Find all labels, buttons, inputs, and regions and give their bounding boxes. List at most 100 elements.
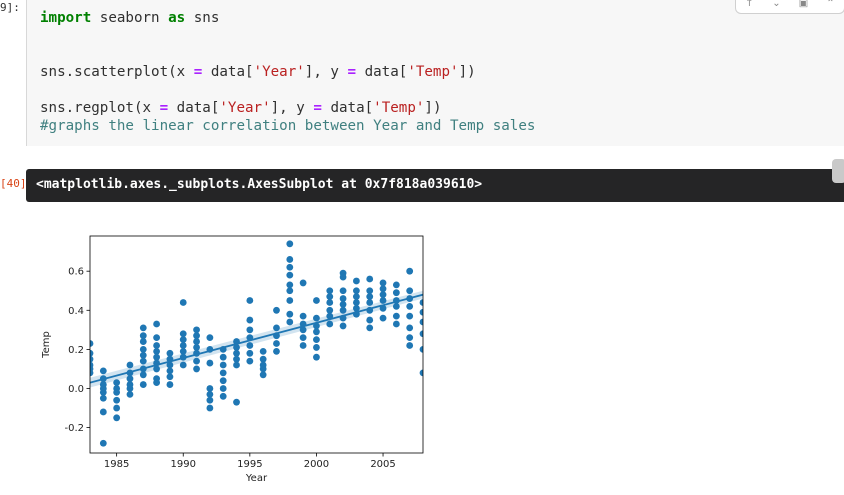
data-point	[126, 385, 134, 392]
data-point	[219, 377, 227, 385]
data-point	[353, 304, 360, 312]
data-point	[326, 299, 334, 306]
data-point	[139, 351, 147, 359]
x-tick-label: 1990	[171, 459, 196, 470]
data-point	[219, 369, 227, 377]
y-tick-label: 0.4	[68, 306, 84, 317]
y-tick-label: 0.2	[68, 345, 84, 356]
data-point	[419, 369, 423, 377]
data-point	[99, 408, 107, 416]
data-point	[273, 340, 280, 347]
data-point	[153, 320, 160, 328]
line3-s1: 'Year'	[219, 100, 271, 116]
chevron-up-icon[interactable]: ⌃	[826, 0, 835, 9]
data-point	[392, 289, 400, 297]
data-point	[99, 367, 107, 375]
data-point	[326, 320, 334, 328]
data-point	[286, 297, 294, 304]
y-tick-label: -0.2	[64, 423, 84, 434]
data-point	[113, 396, 121, 404]
data-point	[392, 320, 400, 328]
data-point	[166, 349, 174, 357]
data-point	[99, 439, 107, 447]
data-point	[193, 332, 200, 340]
data-point	[206, 385, 214, 392]
line3-c: ], y	[270, 100, 314, 116]
data-point	[139, 371, 147, 379]
data-point	[233, 398, 240, 406]
kw-import: import	[40, 10, 92, 26]
line2-c: ], y	[304, 64, 348, 80]
data-point	[126, 375, 134, 383]
data-point	[139, 332, 147, 340]
code-cell[interactable]: import seaborn as sns sns.scatterplot(x …	[26, 0, 844, 146]
data-point	[379, 304, 387, 312]
line2-eq1: =	[193, 64, 203, 80]
line3-eq2: =	[313, 100, 322, 116]
data-point	[379, 285, 387, 293]
data-point	[193, 365, 200, 373]
data-point	[90, 340, 94, 347]
data-point	[273, 347, 280, 355]
data-point	[206, 334, 214, 342]
data-point	[286, 271, 294, 279]
data-point	[419, 299, 423, 306]
data-point	[206, 396, 214, 404]
data-point	[206, 359, 214, 367]
data-point	[179, 330, 187, 338]
code-editor[interactable]: import seaborn as sns sns.scatterplot(x …	[40, 9, 535, 135]
data-point	[313, 344, 320, 351]
data-point	[313, 297, 320, 304]
data-point	[326, 306, 334, 314]
save-icon[interactable]: ▣	[798, 0, 809, 9]
data-point	[90, 349, 94, 357]
data-point	[419, 318, 423, 326]
data-point	[299, 342, 307, 349]
y-tick-label: 0.6	[68, 267, 84, 278]
plot-frame	[89, 235, 424, 454]
data-point	[313, 353, 320, 361]
scroll-handle[interactable]	[832, 159, 844, 183]
data-point	[366, 324, 374, 332]
data-point	[113, 404, 121, 412]
data-point	[353, 287, 360, 295]
arrow-down-icon[interactable]: ⌄	[772, 0, 781, 9]
x-tick-label: 2005	[370, 459, 395, 470]
line3-eq1: =	[159, 100, 169, 116]
data-point	[299, 312, 307, 320]
data-point	[286, 240, 294, 248]
data-point	[153, 353, 160, 361]
data-point	[326, 293, 334, 301]
data-point	[313, 314, 320, 322]
data-point	[339, 273, 347, 281]
x-axis-label: Year	[245, 473, 268, 484]
data-point	[366, 299, 374, 306]
data-point	[392, 312, 400, 320]
data-point	[366, 275, 374, 283]
data-point	[326, 312, 334, 320]
data-point	[99, 388, 107, 396]
data-point	[206, 390, 214, 398]
arrow-up-icon[interactable]: ↑	[745, 0, 754, 9]
data-point	[273, 324, 280, 332]
data-point	[326, 287, 334, 295]
data-point	[286, 287, 294, 295]
data-point	[219, 361, 227, 369]
data-point	[259, 347, 267, 355]
data-point	[233, 349, 240, 357]
data-point	[166, 373, 174, 381]
line2-s1: 'Year'	[253, 64, 305, 80]
data-point	[179, 342, 187, 349]
data-point	[193, 338, 200, 345]
input-prompt: 9]:	[0, 1, 20, 14]
data-point	[246, 326, 254, 334]
data-point	[406, 334, 414, 342]
data-point	[419, 308, 423, 316]
data-point	[406, 302, 414, 310]
data-point	[353, 299, 360, 306]
kw-as: as	[168, 10, 186, 26]
data-point	[233, 361, 240, 369]
data-point	[379, 291, 387, 299]
data-point	[246, 316, 254, 324]
data-point	[139, 357, 147, 365]
